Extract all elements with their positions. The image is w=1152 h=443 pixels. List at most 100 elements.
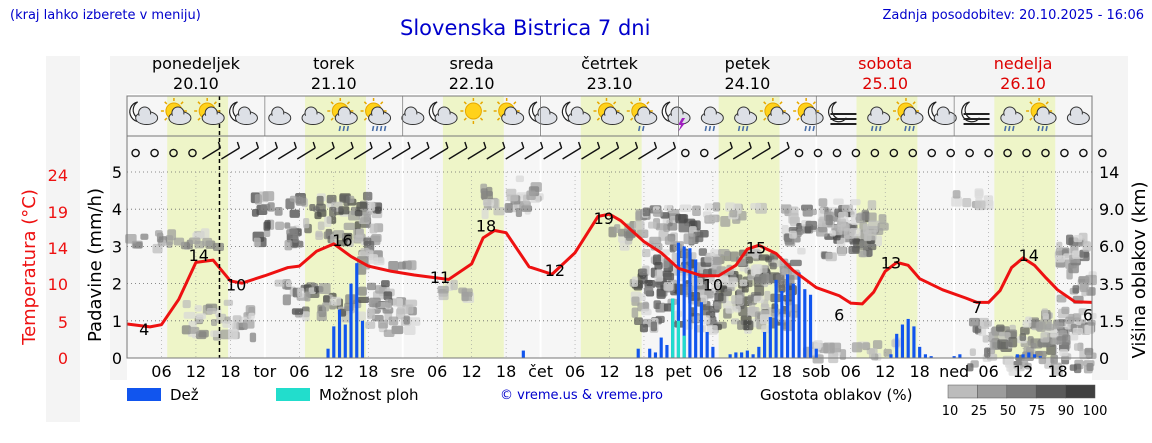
- cloud-patch: [274, 279, 287, 287]
- cloud-icon: [268, 106, 292, 125]
- cloud-patch: [818, 207, 825, 218]
- cloud-patch: [315, 203, 326, 212]
- rain-bar: [653, 352, 658, 358]
- cloud-patch: [181, 325, 191, 335]
- cloud-patch: [188, 326, 200, 334]
- cloud-patch: [712, 256, 721, 265]
- cloud-patch: [333, 230, 345, 239]
- wind-barb-icon: [638, 147, 657, 160]
- cloud-patch: [654, 269, 663, 279]
- cloud-patch: [263, 221, 271, 231]
- cloud-patch: [506, 194, 519, 202]
- cloud-patch: [329, 206, 337, 217]
- cloud-patch: [989, 340, 1000, 350]
- cloud-patch: [839, 349, 847, 360]
- x-tick-label: 06: [565, 362, 585, 381]
- x-tick-label: 12: [599, 362, 619, 381]
- cloud-patch: [729, 209, 738, 218]
- cloud-patch: [754, 274, 767, 285]
- x-tick-label: 06: [427, 362, 447, 381]
- sun-cloud-icon: [194, 98, 225, 125]
- temperature-label: 14: [189, 246, 209, 265]
- x-tick-label: pet: [665, 362, 691, 381]
- x-tick-label: ned: [939, 362, 969, 381]
- cloud-patch: [654, 261, 663, 270]
- cloud-patch: [275, 221, 284, 230]
- wind-barb-icon: [770, 147, 790, 160]
- temperature-label: 18: [476, 216, 496, 235]
- cloud-patch: [796, 228, 804, 235]
- sun-rain-icon: [1026, 98, 1057, 132]
- region-hint-link[interactable]: (kraj lahko izberete v meniju): [10, 8, 201, 23]
- cloud-patch: [1073, 234, 1083, 243]
- cloud-patch: [357, 296, 370, 303]
- cloud-patch: [1008, 365, 1021, 376]
- cloud-patch: [868, 212, 877, 223]
- wind-calm-icon: [965, 148, 974, 158]
- rain-bar: [349, 283, 353, 358]
- rain-bar: [803, 289, 807, 358]
- cloud-patch: [493, 207, 505, 216]
- cloud-patch: [284, 239, 293, 251]
- cloud-patch: [714, 292, 724, 302]
- cloud-patch: [631, 296, 640, 306]
- cloud-patch: [704, 203, 713, 211]
- rain-bar: [699, 302, 703, 358]
- cloud-patch: [358, 286, 367, 296]
- credit-link[interactable]: © vreme.us & vreme.pro: [500, 388, 663, 403]
- day-name-label: sobota: [858, 54, 912, 73]
- shower-bar: [682, 335, 686, 358]
- cloud-patch: [232, 315, 242, 323]
- precip-tick-label: 2: [112, 275, 122, 294]
- x-tick-label: čet: [528, 362, 553, 381]
- rain-bar: [751, 354, 755, 358]
- sun-cloud-icon: [593, 98, 624, 125]
- cloud-patch: [878, 214, 887, 224]
- cloud-patch: [378, 319, 389, 329]
- cloud-patch: [202, 237, 213, 247]
- cloud-patch: [813, 340, 823, 348]
- wind-barb-icon: [505, 147, 525, 160]
- wind-calm-icon: [681, 148, 690, 158]
- cloud-patch: [304, 291, 311, 302]
- cloud-patch: [1051, 365, 1063, 376]
- x-tick-label: 12: [461, 362, 481, 381]
- cloud-patch: [486, 186, 493, 197]
- cloud-patch: [743, 320, 754, 331]
- cloud-patch: [631, 307, 639, 318]
- wind-barb-icon: [600, 147, 619, 160]
- temperature-tick-label: 14: [48, 239, 68, 258]
- temperature-label: 7: [972, 298, 982, 317]
- cloud-patch: [760, 264, 768, 273]
- wind-calm-icon: [1098, 148, 1107, 158]
- cloud-patch: [789, 206, 799, 216]
- rain-bar: [728, 354, 732, 358]
- temperature-tick-label: 5: [58, 313, 68, 332]
- cloud-patch: [1041, 308, 1049, 317]
- density-tick-label: 50: [1000, 404, 1017, 419]
- rain-bar: [774, 279, 778, 358]
- cloud-height-axis-label: Višina oblakov (km): [1129, 181, 1150, 358]
- cloud-patch: [367, 309, 376, 320]
- wind-barb-icon: [315, 147, 335, 160]
- cloud-patch: [302, 311, 310, 322]
- wind-barb-icon: [391, 147, 411, 160]
- density-swatch: [1065, 384, 1096, 399]
- rain-bar: [676, 242, 681, 358]
- cloud-patch: [750, 265, 757, 275]
- wind-barb-icon: [751, 147, 771, 160]
- moon-cloud-icon: [561, 101, 591, 125]
- cloud-patch: [649, 236, 662, 244]
- rain-bar: [343, 324, 347, 358]
- cloud-patch: [248, 312, 255, 319]
- rain-bar: [337, 309, 342, 358]
- cloud-patch: [825, 214, 833, 226]
- rain-bar: [711, 346, 715, 358]
- cloud-patch: [700, 294, 708, 305]
- cloud-patch: [347, 239, 354, 248]
- cloud-patch: [1085, 274, 1097, 286]
- cloud-patch: [1073, 343, 1081, 351]
- density-tick-label: 100: [1083, 404, 1108, 419]
- daylight-band: [442, 96, 504, 358]
